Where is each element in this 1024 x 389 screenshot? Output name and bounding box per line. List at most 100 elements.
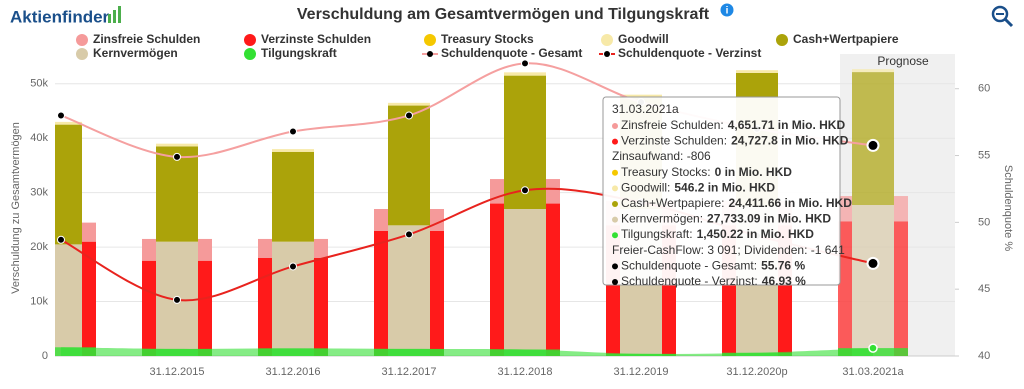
tooltip-value: 24,411.66 in Mio. HKD <box>729 196 853 210</box>
x-tick-label: 31.12.2015 <box>149 366 204 378</box>
x-tick-label: 31.12.2019 <box>613 366 668 378</box>
legend-label: Goodwill <box>618 32 669 46</box>
point <box>289 262 297 271</box>
legend-marker <box>604 51 610 57</box>
tooltip-row: Zinsfreie Schulden: 4,651.71 in Mio. HKD <box>621 118 845 132</box>
bar-segment <box>388 225 430 356</box>
tooltip-marker <box>612 169 618 176</box>
bar-segment <box>430 209 444 231</box>
point <box>57 111 65 120</box>
tooltip-label: Tilgungskraft: <box>621 227 693 241</box>
bar-segment <box>620 94 662 98</box>
bar-segment <box>198 260 212 356</box>
bar-segment <box>430 230 444 356</box>
bar-segment <box>546 203 560 356</box>
svg-text:i: i <box>726 6 729 17</box>
legend-marker <box>427 51 433 57</box>
legend-label: Tilgungskraft <box>261 46 337 60</box>
legend-marker <box>601 34 613 46</box>
tooltip-label: Treasury Stocks: <box>621 165 711 179</box>
legend-label: Treasury Stocks <box>441 32 534 46</box>
bar-segment <box>736 70 778 73</box>
bar-segment <box>272 241 314 356</box>
bar-segment <box>838 221 852 356</box>
y2-tick-label: 55 <box>978 149 990 161</box>
bar-segment <box>272 149 314 152</box>
legend-marker <box>244 34 256 46</box>
zoom-button[interactable] <box>991 5 1014 28</box>
bar-segment <box>314 238 328 258</box>
x-tick-label: 31.03.2021a <box>842 366 904 378</box>
tooltip-marker <box>612 138 618 145</box>
point <box>866 138 880 152</box>
legend-marker <box>76 48 88 60</box>
y2-tick-label: 45 <box>978 283 990 295</box>
tooltip: 31.03.2021a Zinsfreie Schulden: 4,651.71 i… <box>602 96 853 288</box>
bar-segment <box>314 258 328 356</box>
bar-segment <box>894 196 908 222</box>
point <box>866 256 880 270</box>
bar-segment <box>852 205 894 356</box>
y-axis-title: Verschuldung zu Gesamtvermögen <box>10 122 22 294</box>
bar-segment <box>504 209 546 356</box>
y-tick-label: 20k <box>30 241 48 253</box>
point <box>57 235 65 244</box>
legend-label: Schuldenquote - Gesamt <box>441 46 582 60</box>
tooltip-box <box>602 96 841 286</box>
bar-segment <box>852 72 894 206</box>
bar-segment <box>142 260 156 356</box>
bar-segment <box>272 151 314 242</box>
legend-marker <box>76 34 88 46</box>
tooltip-label: Goodwill: <box>621 181 670 195</box>
tooltip-value: 4,651.71 in Mio. HKD <box>728 118 846 132</box>
chart-title: Verschuldung am Gesamtvermögen und Tilgu… <box>297 6 710 23</box>
tooltip-value: 0 in Mio. HKD <box>715 165 793 179</box>
bar-segment <box>490 179 504 204</box>
point <box>521 59 529 68</box>
y2-tick-label: 40 <box>978 350 990 362</box>
tooltip-row: Kernvermögen: 27,733.09 in Mio. HKD <box>621 212 831 226</box>
bar-segment <box>388 102 430 106</box>
tooltip-marker <box>612 185 618 192</box>
tooltip-marker <box>612 263 618 270</box>
brand: Aktienfinder <box>10 7 110 26</box>
tooltip-label: Cash+Wertpapiere: <box>621 196 725 210</box>
tooltip-value: 27,733.09 in Mio. HKD <box>707 212 831 226</box>
logo: Aktienfinder <box>10 6 121 26</box>
bar-segment <box>26 223 40 242</box>
tooltip-marker <box>612 232 618 239</box>
area <box>61 347 873 356</box>
tooltip-row: Schuldenquote - Verzinst: 46.93 % <box>621 274 806 288</box>
tooltip-label: Zinsfreie Schulden: <box>621 118 724 132</box>
tooltip-header: 31.03.2021a <box>612 102 679 116</box>
tooltip-label: Zinsaufwand: -806 <box>612 149 711 163</box>
bar-segment <box>55 244 82 356</box>
legend-marker <box>244 48 256 60</box>
tooltip-label: Schuldenquote - Gesamt: <box>621 259 757 273</box>
tooltip-marker <box>612 279 618 285</box>
tooltip-marker <box>612 201 618 207</box>
legend-label: Kernvermögen <box>93 46 178 60</box>
bar-segment <box>374 230 388 356</box>
point <box>289 127 297 136</box>
tooltip-value: 55.76 % <box>761 259 805 273</box>
tooltip-marker <box>612 216 618 223</box>
bar-segment <box>142 238 156 261</box>
point <box>405 230 413 239</box>
tooltip-value: 546.2 in Mio. HKD <box>674 181 775 195</box>
tooltip-row: Schuldenquote - Gesamt: 55.76 % <box>621 259 805 273</box>
bar-segment <box>490 203 504 356</box>
point <box>173 152 181 161</box>
tooltip-label: Verzinste Schulden: <box>621 134 727 148</box>
info-icon[interactable]: i <box>720 3 734 17</box>
forecast-label: Prognose <box>877 54 929 68</box>
x-tick-label: 31.12.2020p <box>726 366 787 378</box>
tooltip-row: Verzinste Schulden: 24,727.8 in Mio. HKD <box>621 134 849 148</box>
y2-axis-title: Schuldenquote % <box>1002 165 1014 251</box>
y-tick-label: 10k <box>30 295 48 307</box>
legend-label: Schuldenquote - Verzinst <box>618 46 761 60</box>
point <box>173 295 181 304</box>
legend-marker <box>424 34 436 46</box>
bar-segment <box>388 105 430 226</box>
bar-segment <box>258 258 272 356</box>
